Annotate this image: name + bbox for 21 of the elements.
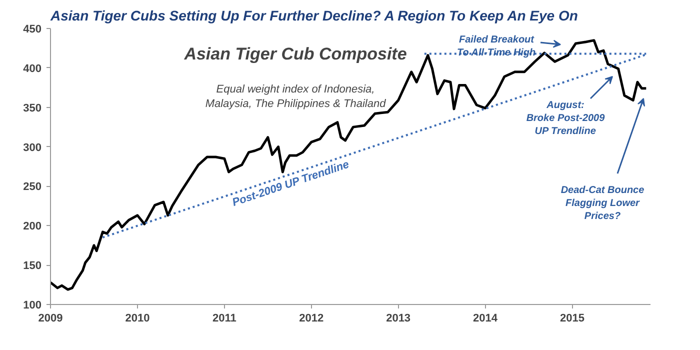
annotation: August: Broke Post-2009 UP Trendline bbox=[526, 100, 606, 138]
x-tick-label: 2014 bbox=[473, 312, 498, 324]
x-tick-label: 2009 bbox=[38, 312, 63, 324]
y-tick-label: 200 bbox=[23, 220, 42, 233]
y-tick-label: 350 bbox=[23, 102, 42, 114]
x-tick-label: 2012 bbox=[299, 312, 324, 324]
annotation: Equal weight index of Indonesia, Malaysia, The Philippines & Thailand bbox=[205, 84, 387, 110]
x-tick-label: 2013 bbox=[386, 312, 411, 324]
y-tick-label: 450 bbox=[23, 24, 42, 36]
y-tick-label: 300 bbox=[23, 142, 42, 154]
y-tick-label: 400 bbox=[23, 62, 42, 75]
y-tick-label: 100 bbox=[23, 300, 42, 312]
y-tick-label: 250 bbox=[23, 181, 42, 194]
x-tick-label: 2015 bbox=[560, 312, 584, 324]
annotation: Dead-Cat Bounce Flagging Lower Prices? bbox=[560, 184, 645, 222]
annotation: Failed Breakout To All-Time High bbox=[457, 34, 536, 59]
y-tick-label: 150 bbox=[23, 260, 42, 272]
text: Asian Tiger Cub Composite bbox=[183, 44, 407, 64]
x-tick-label: 2010 bbox=[125, 312, 150, 324]
x-tick-label: 2011 bbox=[212, 312, 236, 324]
chart-title: Asian Tiger Cubs Setting Up For Further Decline? A Region To Keep An Eye On bbox=[50, 8, 578, 24]
